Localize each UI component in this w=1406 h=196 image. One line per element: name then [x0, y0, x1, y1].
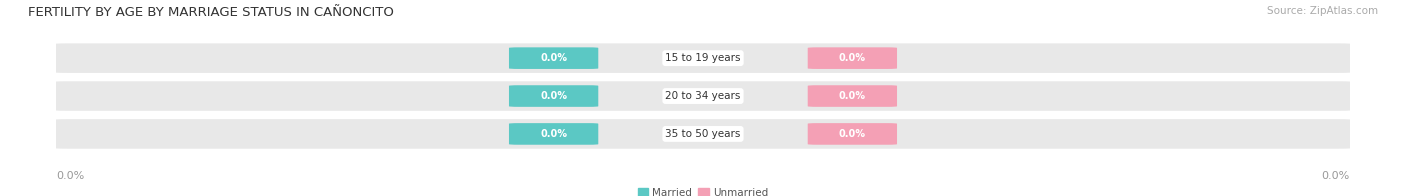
Text: 0.0%: 0.0%: [839, 129, 866, 139]
Text: 15 to 19 years: 15 to 19 years: [665, 53, 741, 63]
FancyBboxPatch shape: [807, 123, 897, 145]
FancyBboxPatch shape: [51, 43, 1355, 73]
FancyBboxPatch shape: [509, 123, 599, 145]
Text: 0.0%: 0.0%: [1322, 171, 1350, 181]
FancyBboxPatch shape: [807, 85, 897, 107]
FancyBboxPatch shape: [51, 81, 1355, 111]
FancyBboxPatch shape: [509, 85, 599, 107]
Text: 0.0%: 0.0%: [540, 129, 567, 139]
Legend: Married, Unmarried: Married, Unmarried: [634, 184, 772, 196]
Text: 35 to 50 years: 35 to 50 years: [665, 129, 741, 139]
FancyBboxPatch shape: [509, 47, 599, 69]
FancyBboxPatch shape: [807, 47, 897, 69]
Text: 0.0%: 0.0%: [540, 91, 567, 101]
Text: 0.0%: 0.0%: [839, 53, 866, 63]
Text: 20 to 34 years: 20 to 34 years: [665, 91, 741, 101]
Text: Source: ZipAtlas.com: Source: ZipAtlas.com: [1267, 6, 1378, 16]
Text: 0.0%: 0.0%: [839, 91, 866, 101]
Text: 0.0%: 0.0%: [56, 171, 84, 181]
Text: FERTILITY BY AGE BY MARRIAGE STATUS IN CAÑONCITO: FERTILITY BY AGE BY MARRIAGE STATUS IN C…: [28, 6, 394, 19]
Text: 0.0%: 0.0%: [540, 53, 567, 63]
FancyBboxPatch shape: [51, 119, 1355, 149]
